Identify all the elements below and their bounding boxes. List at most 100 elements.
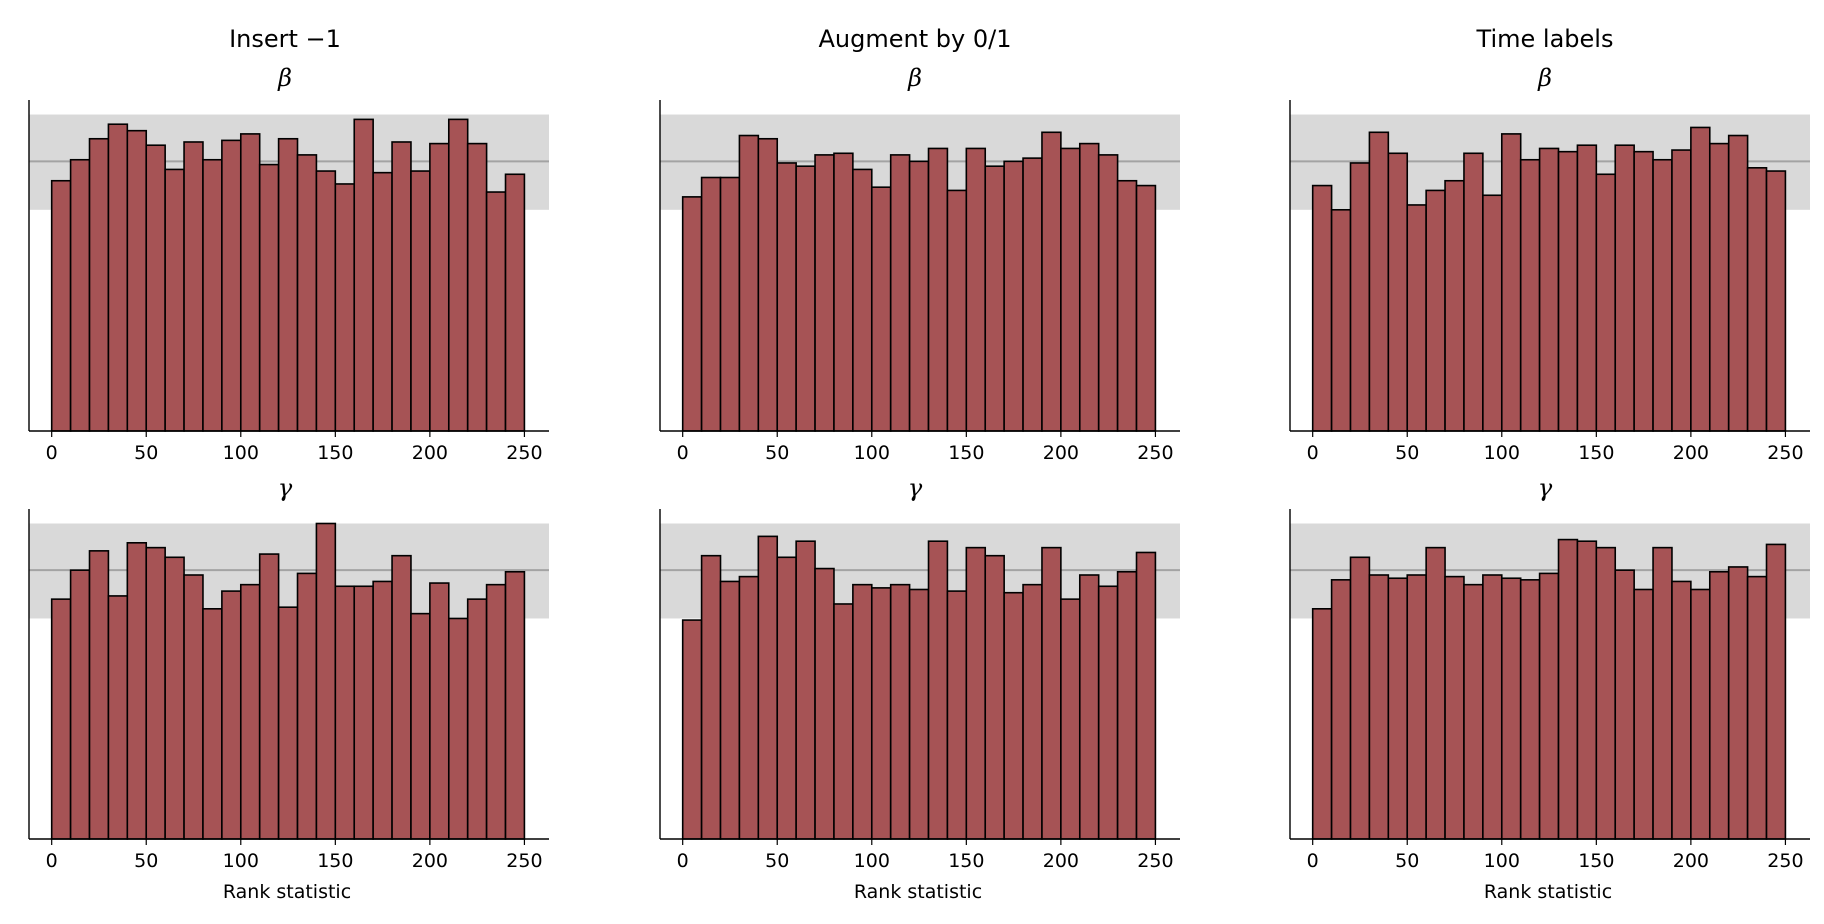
histogram-bar bbox=[504, 570, 526, 840]
x-tick-label: 50 bbox=[1395, 850, 1419, 872]
x-tick-label: 50 bbox=[134, 442, 158, 464]
x-tick-label: 150 bbox=[1578, 850, 1614, 872]
histogram-bar bbox=[1349, 556, 1371, 840]
histogram-bar bbox=[1500, 577, 1522, 840]
histogram-bar bbox=[466, 142, 488, 432]
histogram-bar bbox=[833, 603, 854, 840]
histogram-bar bbox=[1060, 598, 1081, 840]
x-tick-label: 200 bbox=[412, 442, 448, 464]
x-tick-label: 150 bbox=[1578, 442, 1614, 464]
histogram-bar bbox=[984, 554, 1005, 840]
histogram-bar bbox=[1135, 184, 1157, 432]
histogram-bar bbox=[908, 160, 930, 432]
histogram-bar bbox=[372, 171, 393, 432]
histogram-bar bbox=[719, 176, 741, 432]
histogram-bar bbox=[1746, 167, 1768, 432]
histogram-bar bbox=[719, 580, 741, 840]
histogram-bar bbox=[296, 572, 318, 840]
histogram-bar bbox=[202, 608, 223, 840]
histogram-bar bbox=[1765, 170, 1787, 432]
histogram-bar bbox=[776, 556, 797, 840]
rank-histogram-panel: 0 50 100 150 200 250 bbox=[659, 100, 1180, 464]
histogram-bar bbox=[946, 590, 968, 840]
histogram-bar bbox=[1116, 179, 1138, 432]
x-tick-label: 100 bbox=[1484, 850, 1520, 872]
histogram-bar bbox=[1557, 538, 1579, 840]
histogram-bar bbox=[1671, 580, 1692, 840]
x-tick-label: 50 bbox=[1395, 442, 1419, 464]
x-tick-label: 100 bbox=[223, 850, 259, 872]
x-tick-label: 250 bbox=[506, 850, 542, 872]
histogram-bar bbox=[1482, 194, 1503, 432]
histogram-bar bbox=[870, 186, 892, 432]
histogram-bar bbox=[1482, 574, 1503, 840]
histogram-bar bbox=[372, 580, 393, 840]
histogram-bar bbox=[833, 152, 854, 432]
panel-title-beta: β bbox=[907, 64, 922, 92]
histogram-bar bbox=[258, 553, 280, 840]
histogram-bar bbox=[1425, 189, 1446, 432]
histogram-bar bbox=[1041, 131, 1062, 432]
histogram-bar bbox=[1538, 572, 1560, 840]
histogram-bar bbox=[1330, 208, 1352, 432]
histogram-bar bbox=[221, 139, 242, 432]
x-tick-label: 250 bbox=[1137, 442, 1173, 464]
histogram-bar bbox=[1690, 588, 1711, 840]
histogram-bar bbox=[1368, 131, 1390, 432]
x-tick-label: 150 bbox=[317, 442, 353, 464]
histogram-bar bbox=[1557, 150, 1579, 432]
histogram-bar bbox=[889, 154, 911, 432]
histogram-bar bbox=[1500, 133, 1522, 432]
x-tick-label: 0 bbox=[1307, 442, 1319, 464]
histogram-bar bbox=[927, 147, 949, 432]
histogram-bar bbox=[700, 176, 722, 432]
histogram-bar bbox=[107, 595, 129, 840]
histogram-bar bbox=[88, 550, 110, 840]
histogram-bar bbox=[1595, 173, 1617, 432]
rank-histogram-panel: 0 50 100 150 200 250 bbox=[659, 509, 1180, 872]
histogram-bar bbox=[504, 173, 526, 432]
histogram-bar bbox=[1727, 566, 1749, 840]
histogram-bar bbox=[183, 574, 204, 840]
histogram-bar bbox=[126, 542, 148, 840]
histogram-bar bbox=[795, 540, 816, 840]
histogram-bar bbox=[447, 118, 469, 432]
histogram-bar bbox=[1330, 579, 1352, 840]
column-title-time-labels: Time labels bbox=[1476, 25, 1614, 53]
histogram-bar bbox=[1633, 588, 1654, 840]
histogram-bar bbox=[164, 168, 185, 432]
histogram-bar bbox=[1652, 158, 1673, 432]
x-tick-label: 50 bbox=[134, 850, 158, 872]
panel-title-gamma: γ bbox=[278, 474, 293, 502]
histogram-bar bbox=[239, 583, 261, 840]
histogram-bar bbox=[1116, 570, 1138, 840]
histogram-bar bbox=[145, 546, 166, 840]
histogram-bar bbox=[183, 141, 204, 432]
histogram-bar bbox=[1538, 147, 1560, 432]
histogram-bar bbox=[1690, 126, 1711, 432]
histogram-bar bbox=[889, 583, 911, 840]
panel-title-beta: β bbox=[277, 64, 292, 92]
histogram-bar bbox=[69, 158, 91, 432]
histogram-bar bbox=[466, 598, 488, 840]
x-tick-label: 100 bbox=[223, 442, 259, 464]
x-tick-label: 50 bbox=[765, 442, 789, 464]
histogram-bar bbox=[1463, 583, 1484, 840]
histogram-bar bbox=[296, 154, 318, 432]
histogram-bar bbox=[852, 168, 873, 432]
histogram-bar bbox=[814, 154, 835, 432]
x-tick-label: 0 bbox=[677, 850, 689, 872]
histogram-bar bbox=[1349, 162, 1371, 432]
histogram-bar bbox=[353, 585, 374, 840]
histogram-bar bbox=[1633, 150, 1654, 432]
histogram-bar bbox=[1595, 546, 1617, 840]
x-tick-label: 150 bbox=[948, 850, 984, 872]
histogram-bar bbox=[429, 142, 450, 432]
histogram-bar bbox=[391, 141, 412, 432]
histogram-bar bbox=[1576, 540, 1598, 840]
histogram-bar bbox=[126, 129, 148, 432]
histogram-bar bbox=[485, 583, 507, 840]
histogram-bar bbox=[1003, 591, 1024, 840]
histogram-bar bbox=[681, 196, 703, 432]
histogram-bar bbox=[1708, 570, 1730, 840]
